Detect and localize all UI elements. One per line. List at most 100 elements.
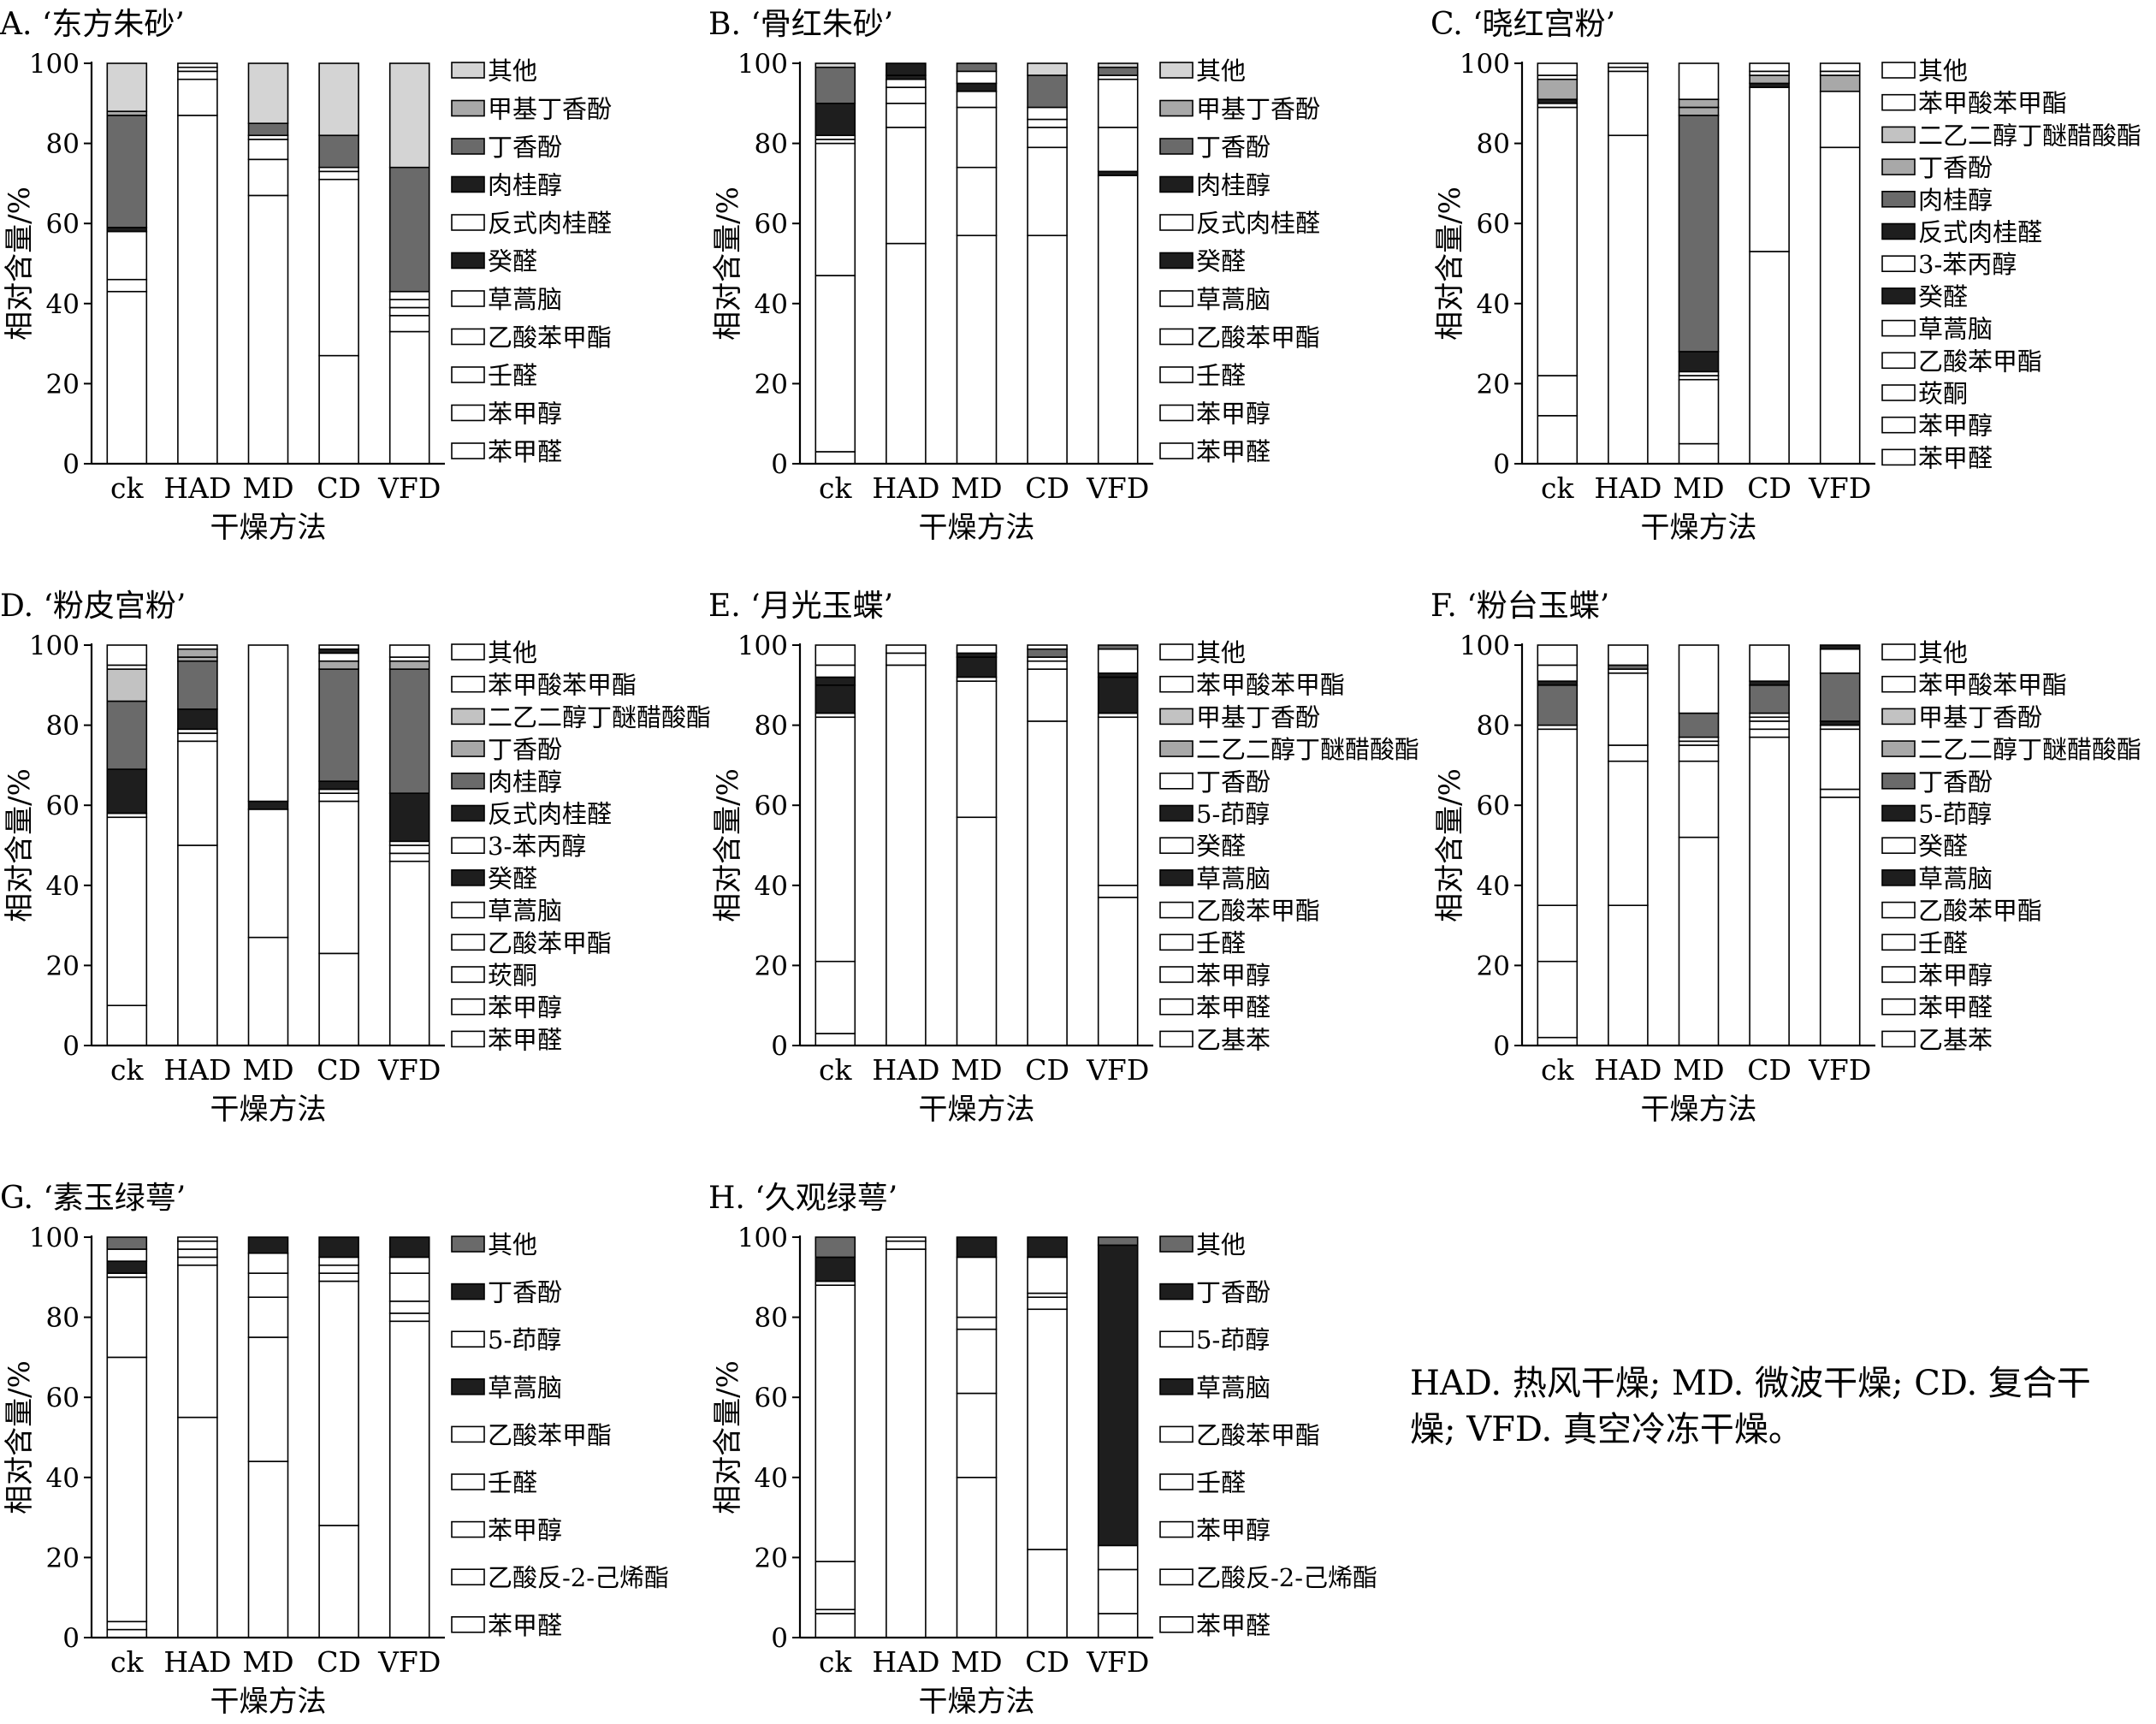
x-tick-label: VFD: [1808, 471, 1871, 505]
y-tick-label: 60: [1477, 209, 1510, 240]
legend-swatch: [1881, 287, 1916, 305]
chart-panel-8: H. ‘久观绿萼’ 相对含量/% 0 20 40 60 80 100 ck HAD MD CD VFD 干…: [708, 1181, 1377, 1719]
x-tick-label: VFD: [1086, 471, 1149, 505]
x-tick-label: MD: [951, 471, 1002, 505]
legend-swatch: [1159, 442, 1194, 459]
legend-label: 苯甲醛: [488, 1025, 562, 1054]
legend-label: 壬醛: [1196, 361, 1246, 390]
legend-label: 草蒿脑: [1196, 1373, 1270, 1402]
bar-segment-MD: [956, 82, 998, 92]
bar-segment-CD: [1027, 648, 1068, 658]
legend-label: 肉桂醇: [488, 171, 562, 200]
x-tick-label: VFD: [377, 1053, 441, 1087]
bar-segment-ck: [106, 1236, 148, 1250]
y-axis-label: 相对含量/%: [1433, 187, 1467, 341]
bar-segment-ck: [814, 1561, 856, 1611]
bar-segment-MD: [956, 1256, 998, 1318]
y-tick-label: 100: [1460, 49, 1510, 80]
bar-segment-ck: [1537, 1036, 1578, 1046]
legend-swatch: [1881, 1030, 1916, 1048]
bar-segment-MD: [1678, 106, 1720, 116]
bar-segment-VFD: [388, 1236, 430, 1259]
legend-label: 壬醛: [488, 1468, 537, 1497]
y-tick-label: 60: [46, 209, 80, 240]
bar-segment-HAD: [177, 1248, 218, 1259]
bar-segment-VFD: [388, 792, 430, 843]
legend-label: 乙酸苯甲酯: [488, 928, 612, 957]
y-tick-label: 0: [771, 449, 788, 480]
legend-swatch: [1881, 966, 1916, 983]
bar-segment-ck: [106, 816, 148, 1006]
bar-segment-ck: [106, 1628, 148, 1638]
y-tick-label: 40: [755, 871, 788, 902]
legend-swatch: [1881, 869, 1916, 886]
x-axis-label: 干燥方法: [210, 1093, 327, 1127]
bar-segment-HAD: [886, 652, 927, 666]
bar-segment-MD: [247, 1252, 289, 1274]
bar-segment-MD: [247, 644, 289, 803]
bar-segment-MD: [956, 166, 998, 237]
x-tick-label: VFD: [377, 1645, 441, 1679]
legend-label: 癸醛: [488, 864, 537, 893]
bar-segment-VFD: [388, 62, 430, 169]
legend-swatch: [1159, 1330, 1194, 1348]
bar-segment-CD: [1027, 74, 1068, 109]
x-tick-label: VFD: [377, 471, 441, 505]
bar-segment-CD: [318, 134, 359, 169]
legend-swatch: [1159, 998, 1194, 1016]
bar-segment-CD: [1027, 720, 1068, 1046]
legend-swatch: [1159, 837, 1194, 855]
y-tick-label: 40: [1477, 871, 1510, 902]
y-tick-label: 60: [46, 1383, 80, 1413]
x-tick-label: MD: [951, 1053, 1002, 1087]
bar-segment-MD: [956, 62, 998, 73]
bar-segment-VFD: [388, 1300, 430, 1314]
bar-segment-VFD: [388, 1256, 430, 1274]
bar-segment-CD: [318, 178, 359, 357]
legend-swatch: [1159, 1378, 1194, 1395]
legend-swatch: [451, 1568, 485, 1586]
legend-label: 乙基苯: [1918, 1025, 1993, 1054]
legend-swatch: [1881, 62, 1916, 79]
legend-label: 其他: [488, 1230, 537, 1259]
chart-panel-3: C. ‘晓红宫粉’ 相对含量/% 0 20 40 60 80 100 ck HAD MD CD VFD 干…: [1430, 7, 2141, 545]
bar-segment-ck: [106, 668, 148, 702]
bar-segment-CD: [1749, 74, 1790, 85]
legend-swatch: [451, 328, 485, 346]
legend-label: 苯甲醛: [1918, 443, 1993, 472]
bar-segment-MD: [956, 1392, 998, 1478]
bar-segment-VFD: [388, 1272, 430, 1302]
bar-segment-VFD: [1819, 728, 1861, 791]
bar-segment-HAD: [177, 62, 218, 68]
bar-segment-VFD: [388, 860, 430, 1046]
bar-segment-ck: [1537, 904, 1578, 963]
y-tick-label: 80: [1477, 129, 1510, 160]
x-tick-label: MD: [242, 1053, 293, 1087]
bar-segment-MD: [956, 90, 998, 109]
bar-segment-VFD: [388, 844, 430, 855]
bar-segment-MD: [247, 1272, 289, 1299]
bar-segment-ck: [106, 115, 148, 228]
bar-segment-MD: [956, 816, 998, 1046]
legend-swatch: [1159, 252, 1194, 270]
legend-label: 5-茚醇: [1196, 1325, 1270, 1354]
bar-segment-CD: [318, 1264, 359, 1274]
bar-segment-CD: [1749, 736, 1790, 1046]
x-tick-label: HAD: [163, 1645, 231, 1679]
bar-segment-VFD: [388, 1320, 430, 1638]
bar-segment-CD: [1027, 1296, 1068, 1311]
y-tick-label: 80: [46, 711, 80, 742]
bar-segment-VFD: [388, 315, 430, 333]
legend-label: 其他: [1196, 56, 1246, 86]
legend-label: 乙酸反-2-己烯酯: [1196, 1563, 1377, 1592]
bar-segment-MD: [1678, 115, 1720, 353]
bar-segment-HAD: [177, 1256, 218, 1266]
legend-label: 反式肉桂醛: [1196, 209, 1320, 238]
bar-segment-MD: [956, 106, 998, 169]
legend-swatch: [451, 1378, 485, 1395]
bar-segment-HAD: [886, 78, 927, 88]
legend-swatch: [1881, 191, 1916, 208]
bar-segment-HAD: [177, 1240, 218, 1250]
legend-label: 苯甲醇: [488, 993, 562, 1022]
y-tick-label: 0: [771, 1623, 788, 1654]
